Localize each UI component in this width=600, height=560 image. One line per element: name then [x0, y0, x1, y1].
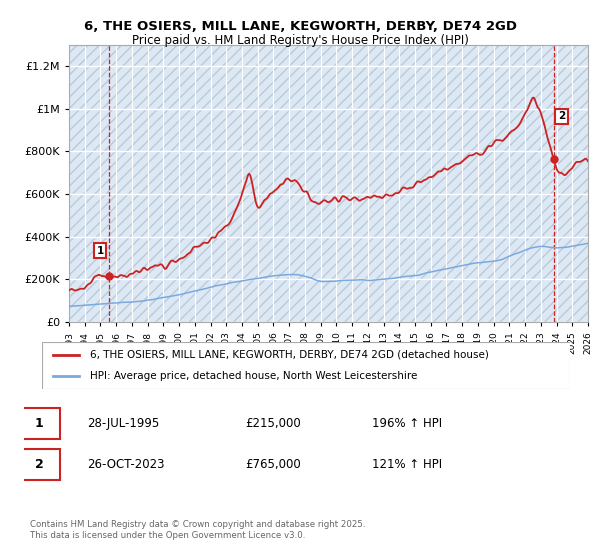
- FancyBboxPatch shape: [19, 408, 60, 438]
- FancyBboxPatch shape: [42, 342, 570, 389]
- Text: 2: 2: [35, 458, 44, 471]
- Text: HPI: Average price, detached house, North West Leicestershire: HPI: Average price, detached house, Nort…: [89, 371, 417, 381]
- Text: 2: 2: [558, 111, 565, 121]
- Text: 28-JUL-1995: 28-JUL-1995: [88, 417, 160, 430]
- Text: 121% ↑ HPI: 121% ↑ HPI: [372, 458, 442, 471]
- Text: 1: 1: [97, 246, 104, 255]
- Text: 1: 1: [35, 417, 44, 430]
- Text: 196% ↑ HPI: 196% ↑ HPI: [372, 417, 442, 430]
- Text: 6, THE OSIERS, MILL LANE, KEGWORTH, DERBY, DE74 2GD (detached house): 6, THE OSIERS, MILL LANE, KEGWORTH, DERB…: [89, 350, 488, 360]
- Text: £215,000: £215,000: [245, 417, 301, 430]
- Text: Contains HM Land Registry data © Crown copyright and database right 2025.
This d: Contains HM Land Registry data © Crown c…: [30, 520, 365, 540]
- Text: 26-OCT-2023: 26-OCT-2023: [88, 458, 165, 471]
- Text: £765,000: £765,000: [245, 458, 301, 471]
- Text: Price paid vs. HM Land Registry's House Price Index (HPI): Price paid vs. HM Land Registry's House …: [131, 34, 469, 46]
- Text: 6, THE OSIERS, MILL LANE, KEGWORTH, DERBY, DE74 2GD: 6, THE OSIERS, MILL LANE, KEGWORTH, DERB…: [83, 20, 517, 32]
- FancyBboxPatch shape: [19, 449, 60, 480]
